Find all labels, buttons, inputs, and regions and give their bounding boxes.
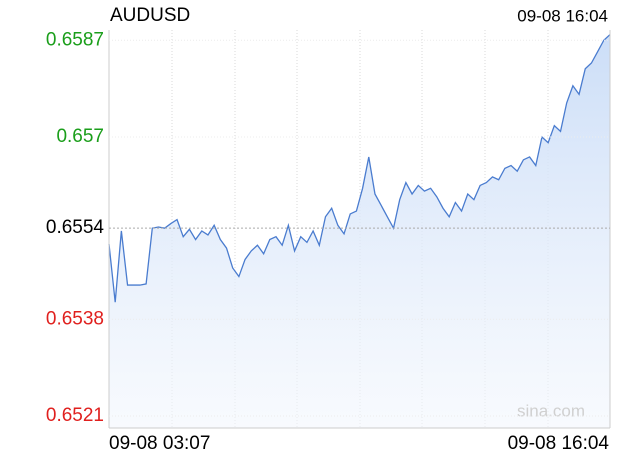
- line: [108, 34, 611, 303]
- area: [109, 34, 610, 429]
- y-tick-label: 0.657: [56, 126, 104, 147]
- time-label: 09-08 16:04: [517, 6, 608, 25]
- chart-title: AUDUSD: [110, 5, 190, 26]
- y-tick-label: 0.6587: [46, 29, 104, 50]
- y-tick-label: 0.6538: [46, 308, 104, 329]
- y-tick-label: 0.6554: [46, 217, 105, 238]
- x-start-label: 09-08 03:07: [109, 433, 210, 454]
- watermark: sina.com: [517, 401, 585, 420]
- y-tick-label: 0.6521: [46, 405, 104, 426]
- x-end-label: 09-08 16:04: [508, 433, 610, 454]
- series-group: [108, 34, 611, 429]
